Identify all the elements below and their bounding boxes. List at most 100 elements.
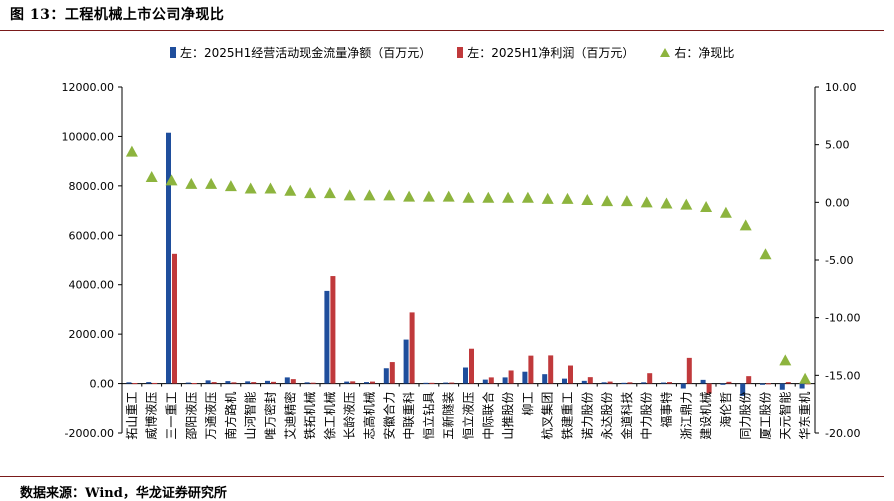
- marker-ratio: [482, 191, 495, 203]
- left-axis-tick-label: 0.00: [90, 378, 115, 391]
- bar-netprofit: [686, 357, 692, 384]
- category-label: 金道科技: [619, 392, 634, 440]
- bar-cashflow: [601, 382, 607, 384]
- marker-ratio: [561, 192, 574, 204]
- marker-ratio: [304, 187, 317, 199]
- bar-netprofit: [706, 383, 712, 394]
- marker-ratio: [165, 174, 178, 186]
- bar-cashflow: [779, 383, 785, 390]
- marker-ratio: [660, 197, 673, 209]
- bar-cashflow: [443, 382, 449, 384]
- category-label: 长龄液压: [342, 392, 357, 440]
- bar-cashflow: [542, 374, 548, 384]
- bar-netprofit: [528, 355, 534, 384]
- right-axis-tick-label: -5.00: [825, 254, 853, 267]
- category-label: 铁建重工: [561, 392, 575, 440]
- marker-ratio: [264, 182, 277, 194]
- legend-label-ratio: 右：净现比: [674, 46, 735, 60]
- marker-ratio: [205, 177, 218, 189]
- figure-title: 图 13：工程机械上市公司净现比: [10, 7, 225, 23]
- bar-netprofit: [766, 383, 771, 385]
- bar-cashflow: [740, 383, 746, 396]
- bar-cashflow: [641, 382, 647, 384]
- left-axis-tick-label: 4000.00: [69, 279, 115, 292]
- category-label: 五新隧装: [441, 392, 456, 440]
- marker-ratio: [759, 248, 772, 260]
- marker-ratio: [719, 206, 732, 218]
- marker-ratio: [462, 191, 475, 203]
- bar-netprofit: [330, 276, 336, 384]
- bar-cashflow: [205, 380, 211, 384]
- bar-netprofit: [568, 365, 573, 384]
- chart-legend: 左：2025H1经营活动现金流量净额（百万元） 左：2025H1净利润（百万元）…: [170, 44, 734, 61]
- legend-item-ratio: 右：净现比: [660, 44, 734, 61]
- bar-cashflow: [680, 383, 686, 389]
- marker-ratio: [185, 177, 198, 189]
- right-axis-tick-label: 0.00: [825, 196, 850, 209]
- bar-netprofit: [627, 382, 633, 384]
- marker-ratio: [779, 354, 792, 366]
- category-label: 志高机械: [362, 392, 377, 440]
- left-axis-tick-label: 10000.00: [62, 130, 115, 143]
- marker-ratio: [620, 195, 633, 207]
- left-axis-tick-label: 8000.00: [69, 180, 115, 193]
- bar-cashflow: [522, 371, 528, 384]
- bar-netprofit: [726, 381, 732, 384]
- marker-ratio: [403, 190, 416, 202]
- category-label: 建设机械: [698, 392, 713, 440]
- marker-ratio: [383, 189, 396, 201]
- bar-cashflow: [185, 382, 191, 384]
- marker-ratio: [700, 200, 713, 212]
- bar-cashflow: [146, 382, 152, 384]
- bar-netprofit: [449, 382, 455, 384]
- bar-cashflow: [661, 382, 666, 384]
- category-label: 徐工机械: [322, 392, 337, 440]
- category-label: 三一重工: [165, 392, 179, 440]
- bar-cashflow: [700, 379, 706, 384]
- right-axis-tick-label: -10.00: [825, 312, 860, 325]
- legend-swatch-netprofit: [457, 47, 464, 58]
- category-label: 南方路机: [223, 392, 238, 440]
- marker-ratio: [343, 189, 356, 201]
- bar-netprofit: [508, 370, 514, 384]
- right-axis-tick-label: 5.00: [825, 139, 850, 152]
- bar-netprofit: [389, 362, 395, 384]
- category-label: 海伦哲: [718, 392, 733, 428]
- bar-cashflow: [304, 382, 310, 384]
- bar-netprofit: [370, 381, 375, 384]
- category-label: 同力股份: [739, 392, 753, 440]
- bar-netprofit: [152, 382, 158, 384]
- bar-cashflow: [423, 382, 429, 384]
- category-label: 山河智能: [243, 392, 258, 440]
- marker-ratio: [541, 192, 554, 204]
- bar-netprofit: [785, 382, 791, 384]
- bar-netprofit: [350, 381, 356, 384]
- category-label: 艾迪精密: [282, 392, 297, 440]
- category-label: 柳工: [521, 392, 535, 416]
- marker-ratio: [363, 189, 376, 201]
- bar-cashflow: [225, 381, 231, 384]
- bar-cashflow: [799, 383, 805, 389]
- category-label: 中联重科: [401, 392, 416, 440]
- category-label: 恒立钻具: [421, 392, 436, 440]
- legend-swatch-cashflow: [170, 47, 176, 58]
- category-label: 天元智能: [777, 392, 792, 440]
- bar-cashflow: [364, 382, 369, 384]
- footer-rule: [0, 476, 884, 477]
- legend-item-cashflow: 左：2025H1经营活动现金流量净额（百万元）: [170, 44, 431, 61]
- category-label: 拓山重工: [125, 392, 139, 440]
- bar-cashflow: [482, 379, 488, 384]
- bar-cashflow: [166, 132, 171, 384]
- marker-ratio: [521, 191, 534, 203]
- category-label: 万通液压: [203, 392, 218, 440]
- category-label: 厦工股份: [759, 392, 773, 440]
- bar-netprofit: [409, 312, 415, 384]
- bar-cashflow: [562, 378, 567, 384]
- bar-netprofit: [310, 382, 316, 384]
- right-axis-tick-label: 10.00: [825, 81, 857, 94]
- left-axis-tick-label: 2000.00: [69, 328, 115, 341]
- legend-swatch-ratio: [660, 48, 671, 57]
- bar-cashflow: [284, 377, 290, 384]
- bar-cashflow: [344, 381, 350, 384]
